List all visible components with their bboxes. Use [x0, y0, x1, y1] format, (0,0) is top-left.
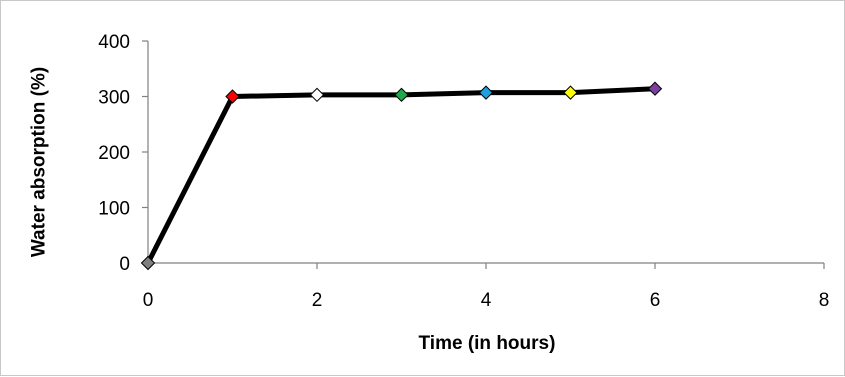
y-tick-label: 200	[98, 143, 130, 164]
data-point-marker	[225, 89, 240, 104]
data-point-marker	[478, 85, 494, 100]
x-axis-title: Time (in hours)	[419, 333, 556, 354]
y-axis-title: Water absorption (%)	[29, 67, 50, 257]
x-tick-label: 2	[312, 290, 323, 311]
data-point-marker	[394, 87, 409, 103]
x-tick-label: 4	[481, 290, 492, 311]
x-tick-label: 6	[650, 290, 661, 311]
y-tick-label: 400	[98, 32, 130, 53]
y-tick-label: 300	[98, 88, 130, 109]
data-point-marker	[563, 85, 578, 100]
series-line	[145, 86, 658, 266]
y-tick-label: 100	[98, 199, 130, 220]
x-axis-ticks: 0 2 4 6 8	[143, 263, 830, 311]
data-point-marker	[647, 81, 663, 96]
x-tick-label: 8	[819, 290, 830, 311]
y-axis-ticks: 0 100 200 300 400	[98, 32, 148, 275]
data-point-marker	[309, 87, 325, 103]
y-tick-label: 0	[119, 254, 130, 275]
series-layer	[140, 81, 663, 271]
x-tick-label: 0	[143, 290, 154, 311]
chart-axes: 0 2 4 6 8 0 100 200 300 400	[98, 32, 829, 311]
data-point-marker	[140, 255, 156, 271]
